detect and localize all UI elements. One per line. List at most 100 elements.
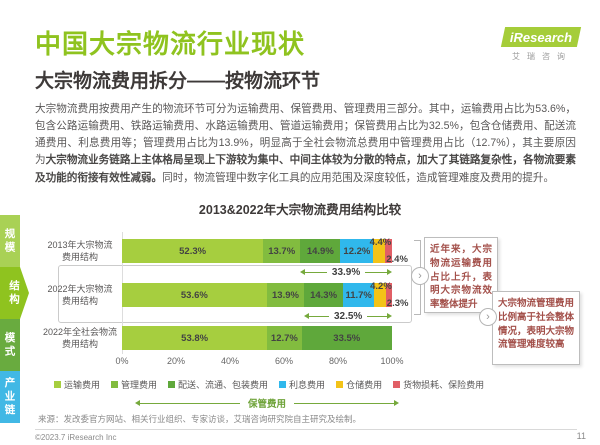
x-axis-tick: 60%	[274, 356, 293, 366]
bar-segment-1: 13.7%	[263, 239, 301, 263]
measure-line	[365, 271, 387, 273]
storage-fee-label: 保管费用	[248, 399, 287, 410]
sidebar-tab-0[interactable]: 规模	[0, 215, 20, 267]
legend-item-2: 配送、流通、包装费用	[168, 378, 268, 391]
legend-item-5: 货物损耗、保险费用	[393, 378, 484, 391]
bar-segment-0: 53.6%	[122, 283, 267, 307]
segment-value-label: 12.2%	[343, 245, 371, 257]
storage-fee-bracket: 保管费用	[135, 397, 400, 410]
bar-segment-0: 53.8%	[122, 326, 268, 350]
bar-segment-2: 14.3%	[304, 283, 343, 307]
bar-segment-4: 4.2%	[370, 281, 392, 307]
bar-segment-5: 2.3%	[385, 283, 408, 309]
legend-item-1: 管理费用	[111, 378, 157, 391]
bar-segment-3: 12.2%	[340, 239, 374, 263]
chevron-right-icon: ›	[479, 308, 497, 326]
legend-swatch	[111, 381, 119, 388]
segment-value-label: 13.7%	[268, 245, 296, 257]
segment-value-label: 4.2%	[370, 281, 392, 292]
chart-title: 2013&2022年大宗物流费用结构比较	[198, 203, 402, 217]
iresearch-logo: iResearch	[500, 27, 582, 47]
side-nav: 规模 结构 模式 产业链	[0, 215, 29, 423]
legend-label: 利息费用	[289, 380, 326, 390]
segment-value-label: 53.8%	[181, 332, 209, 344]
bracket-line	[140, 402, 240, 404]
stacked-bar-chart: 2013年大宗物流 费用结构 52.3% 13.7% 14.9% 12.2% 4.4% 2.4…	[40, 228, 596, 410]
legend-label: 货物损耗、保险费用	[403, 380, 485, 390]
segment-value-label: 2.4%	[386, 254, 408, 265]
segment-value-label: 14.9%	[306, 245, 334, 257]
measure-label: 32.5%	[333, 310, 363, 322]
legend-swatch	[393, 381, 401, 388]
sidebar-tab-2[interactable]: 模式	[0, 319, 20, 371]
paragraph-bold: 大宗物流业务链路上主体格局呈现上下游较为集中、中间主体较为分散的特点，加大了其链…	[35, 154, 576, 184]
chart-rows: 2013年大宗物流 费用结构 52.3% 13.7% 14.9% 12.2% 4.4% 2.4…	[40, 228, 596, 410]
body-paragraph: 大宗物流费用按费用产生的物流环节可分为运输费用、保管费用、管理费用三部分。其中，…	[35, 101, 576, 187]
section-subtitle: 大宗物流费用拆分——按物流环节	[35, 71, 321, 92]
logo-text: iResearch	[509, 29, 573, 45]
paragraph-part1: 大宗物流费用按费用产生的物流环节可分为运输费用、保管费用、管理费用三部分。其中，…	[35, 103, 576, 167]
measure-annotation: 33.9%	[300, 266, 392, 278]
arrow-left-icon	[300, 269, 306, 275]
bracket-line	[294, 402, 395, 404]
chevron-glyph: ›	[418, 270, 422, 282]
highlight-group-box	[58, 265, 412, 323]
bar-segment-2: 33.5%	[301, 326, 392, 350]
legend-swatch	[54, 381, 61, 388]
page-title: 中国大宗物流行业现状	[35, 29, 306, 59]
bar-segment-2: 14.9%	[300, 239, 341, 263]
legend-label: 运输费用	[64, 380, 101, 390]
bar-segment-1: 13.9%	[266, 283, 305, 307]
bar-row: 53.6% 13.9% 14.3% 11.7% 4.2% 2.3%	[122, 281, 408, 309]
category-label: 2022年全社会物流 费用结构	[42, 326, 118, 349]
logo-subtext: 艾瑞咨询	[512, 52, 572, 61]
segment-value-label: 33.5%	[333, 332, 361, 344]
category-label: 2013年大宗物流 费用结构	[47, 239, 113, 262]
legend-label: 仓储费用	[346, 380, 383, 390]
segment-value-label: 4.4%	[369, 237, 392, 248]
segment-value-label: 2.3%	[386, 298, 409, 309]
bar-segment-0: 52.3%	[122, 239, 264, 263]
segment-value-label: 12.7%	[270, 332, 298, 344]
legend-label: 管理费用	[121, 380, 158, 390]
measure-annotation: 32.5%	[304, 310, 393, 322]
legend-item-0: 运输费用	[54, 378, 100, 391]
copyright-text: ©2023.7 iResearch Inc	[35, 433, 117, 442]
legend-swatch	[279, 381, 287, 388]
measure-line	[305, 271, 327, 273]
footer-divider	[35, 429, 577, 430]
bar-row: 53.8% 12.7% 33.5%	[122, 326, 392, 350]
callout-text: 近年来，大宗物流运输费用占比上升，表明大宗物流效率整体提升	[430, 244, 492, 311]
page-number: 11	[576, 431, 586, 441]
x-axis-tick: 100%	[380, 356, 404, 366]
x-axis-tick: 0%	[115, 356, 129, 366]
category-label: 2022年大宗物流 费用结构	[47, 283, 113, 306]
legend-label: 配送、流通、包装费用	[178, 380, 269, 390]
arrow-right-icon	[387, 313, 393, 319]
segment-value-label: 53.6%	[180, 289, 208, 301]
bar-segment-1: 12.7%	[267, 326, 302, 350]
callout-management-difficulty: 大宗物流管理费用比例高于社会整体情况，表明大宗物流管理难度较高	[492, 291, 580, 365]
segment-value-label: 13.9%	[272, 289, 299, 301]
callout-transport-efficiency: 近年来，大宗物流运输费用占比上升，表明大宗物流效率整体提升	[424, 237, 498, 313]
legend-swatch	[168, 381, 176, 388]
arrow-left-icon	[135, 400, 140, 406]
chart-legend: 运输费用 管理费用 配送、流通、包装费用 利息费用 仓储费用 货物损耗、保险费用	[54, 378, 484, 391]
callout-text: 大宗物流管理费用比例高于社会整体情况，表明大宗物流管理难度较高	[498, 298, 575, 351]
sidebar-tab-1[interactable]: 结构	[0, 267, 29, 319]
segment-value-label: 52.3%	[179, 245, 207, 257]
source-note: 来源：发改委官方网站、相关行业组织、专家访谈，艾瑞咨询研究院自主研究及绘制。	[38, 414, 362, 424]
paragraph-part2: 同时，物流管理中数字化工具的应用范围及深度较低，造成管理难度及费用的提升。	[162, 171, 555, 184]
bar-segment-3: 11.7%	[342, 283, 375, 307]
legend-swatch	[336, 381, 344, 388]
sidebar-tab-3[interactable]: 产业链	[0, 371, 20, 423]
arrow-right-icon	[386, 269, 392, 275]
legend-item-4: 仓储费用	[336, 378, 382, 391]
arrow-left-icon	[304, 313, 310, 319]
x-axis-tick: 80%	[328, 356, 347, 366]
chevron-glyph: ›	[486, 311, 490, 323]
bar-row: 52.3% 13.7% 14.9% 12.2% 4.4% 2.4%	[122, 237, 408, 265]
segment-value-label: 14.3%	[310, 289, 338, 301]
chevron-right-icon: ›	[411, 267, 429, 285]
